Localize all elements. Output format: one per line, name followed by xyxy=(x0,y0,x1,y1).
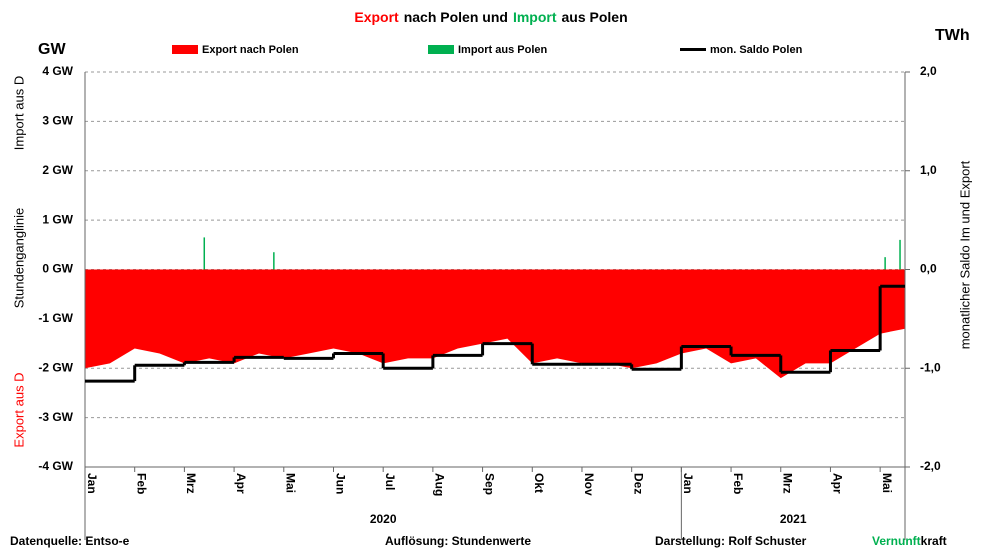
x-tick-label: Mai xyxy=(284,473,298,493)
y2-tick-label: 1,0 xyxy=(920,163,937,177)
x-tick-label: Jan xyxy=(681,473,695,494)
y-tick-label: -1 GW xyxy=(38,311,73,325)
x-tick-label: Mrz xyxy=(184,473,198,494)
year-label: 2021 xyxy=(780,512,807,526)
legend-label: mon. Saldo Polen xyxy=(710,44,803,56)
x-tick-label: Jan xyxy=(85,473,99,494)
legend-label: Export nach Polen xyxy=(202,44,299,56)
y-tick-label: 4 GW xyxy=(42,64,73,78)
legend-swatch xyxy=(172,45,198,54)
y2-label: monatlicher Saldo Im und Export xyxy=(957,160,972,349)
y-tick-label: -4 GW xyxy=(38,459,73,473)
y2-tick-label: -2,0 xyxy=(920,459,941,473)
y-tick-label: 2 GW xyxy=(42,163,73,177)
y-label-middle: Stundenganglinie xyxy=(11,208,26,308)
x-tick-label: Apr xyxy=(830,473,844,494)
export-area xyxy=(85,269,905,379)
title-part: aus Polen xyxy=(562,9,628,25)
y-tick-label: 0 GW xyxy=(42,262,73,276)
chart-title: Export nach Polen und Import aus Polen xyxy=(354,9,627,25)
x-tick-label: Jul xyxy=(383,473,397,490)
y-label-top: Import aus D xyxy=(11,76,26,150)
title-part: Export xyxy=(354,9,399,25)
footer-author: Darstellung: Rolf Schuster xyxy=(655,534,807,548)
y-tick-label: 3 GW xyxy=(42,114,73,128)
x-tick-label: Feb xyxy=(135,473,149,494)
title-part: Import xyxy=(513,9,557,25)
y-unit: GW xyxy=(38,41,66,58)
x-tick-label: Sep xyxy=(482,473,496,495)
x-tick-label: Apr xyxy=(234,473,248,494)
y-label-bottom: Export aus D xyxy=(11,372,26,447)
year-label: 2020 xyxy=(370,512,397,526)
brand-green: Vernunft xyxy=(872,534,921,548)
x-tick-label: Feb xyxy=(731,473,745,494)
footer-source: Datenquelle: Entso-e xyxy=(10,534,130,548)
legend-swatch xyxy=(428,45,454,54)
x-tick-label: Mai xyxy=(880,473,894,493)
x-tick-label: Okt xyxy=(532,473,546,493)
x-tick-label: Mrz xyxy=(781,473,795,494)
x-tick-label: Nov xyxy=(582,473,596,496)
brand-black: kraft xyxy=(921,534,947,548)
legend-label: Import aus Polen xyxy=(458,44,548,56)
footer-resolution: Auflösung: Stundenwerte xyxy=(385,534,531,548)
title-part: nach Polen und xyxy=(404,9,508,25)
x-tick-label: Dez xyxy=(631,473,645,494)
x-tick-label: Aug xyxy=(433,473,447,496)
y-tick-label: -2 GW xyxy=(38,360,73,374)
y2-tick-label: -1,0 xyxy=(920,360,941,374)
y-tick-label: 1 GW xyxy=(42,212,73,226)
y2-tick-label: 2,0 xyxy=(920,64,937,78)
footer-brand: Vernunftkraft xyxy=(872,534,947,548)
y-tick-label: -3 GW xyxy=(38,410,73,424)
y2-tick-label: 0,0 xyxy=(920,262,937,276)
y2-unit: TWh xyxy=(935,27,970,44)
x-tick-label: Jun xyxy=(333,473,347,494)
